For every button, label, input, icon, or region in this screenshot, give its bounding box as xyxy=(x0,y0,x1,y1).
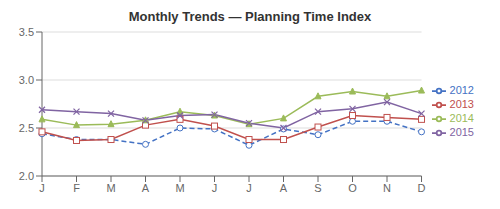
svg-text:S: S xyxy=(314,182,321,194)
svg-text:M: M xyxy=(175,182,184,194)
svg-text:3.0: 3.0 xyxy=(19,74,34,86)
svg-text:D: D xyxy=(418,182,426,194)
html-text:2014: 2014 xyxy=(449,112,474,124)
svg-text:F: F xyxy=(73,182,80,194)
html-text:2012: 2012 xyxy=(449,83,474,96)
html-text:Monthly Trends — Planning Time: Monthly Trends — Planning Time Index xyxy=(128,9,372,24)
html-text:2015: 2015 xyxy=(449,126,474,139)
svg-text:J: J xyxy=(212,182,218,194)
svg-text:A: A xyxy=(142,182,150,194)
svg-text:N: N xyxy=(383,182,391,194)
svg-text:A: A xyxy=(280,182,288,194)
svg-text:O: O xyxy=(348,182,357,194)
svg-text:M: M xyxy=(106,182,115,194)
svg-text:2.0: 2.0 xyxy=(19,170,34,182)
svg-text:J: J xyxy=(246,182,252,194)
svg-text:2.5: 2.5 xyxy=(19,122,34,134)
svg-text:3.5: 3.5 xyxy=(19,26,34,38)
svg-text:J: J xyxy=(39,182,45,194)
html-text:2013: 2013 xyxy=(449,97,474,110)
